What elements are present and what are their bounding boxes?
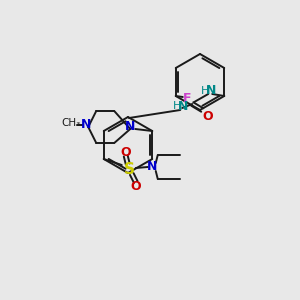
Text: H: H: [173, 101, 182, 111]
Text: O: O: [202, 110, 213, 122]
Text: N: N: [147, 160, 157, 172]
Text: N: N: [178, 100, 188, 112]
Text: O: O: [130, 179, 141, 193]
Text: N: N: [81, 118, 92, 131]
Text: O: O: [120, 146, 131, 158]
Text: CH₃: CH₃: [61, 118, 81, 128]
Text: N: N: [206, 85, 216, 98]
Text: N: N: [125, 121, 135, 134]
Text: F: F: [182, 92, 191, 104]
Text: H: H: [201, 86, 209, 96]
Text: S: S: [124, 161, 135, 176]
